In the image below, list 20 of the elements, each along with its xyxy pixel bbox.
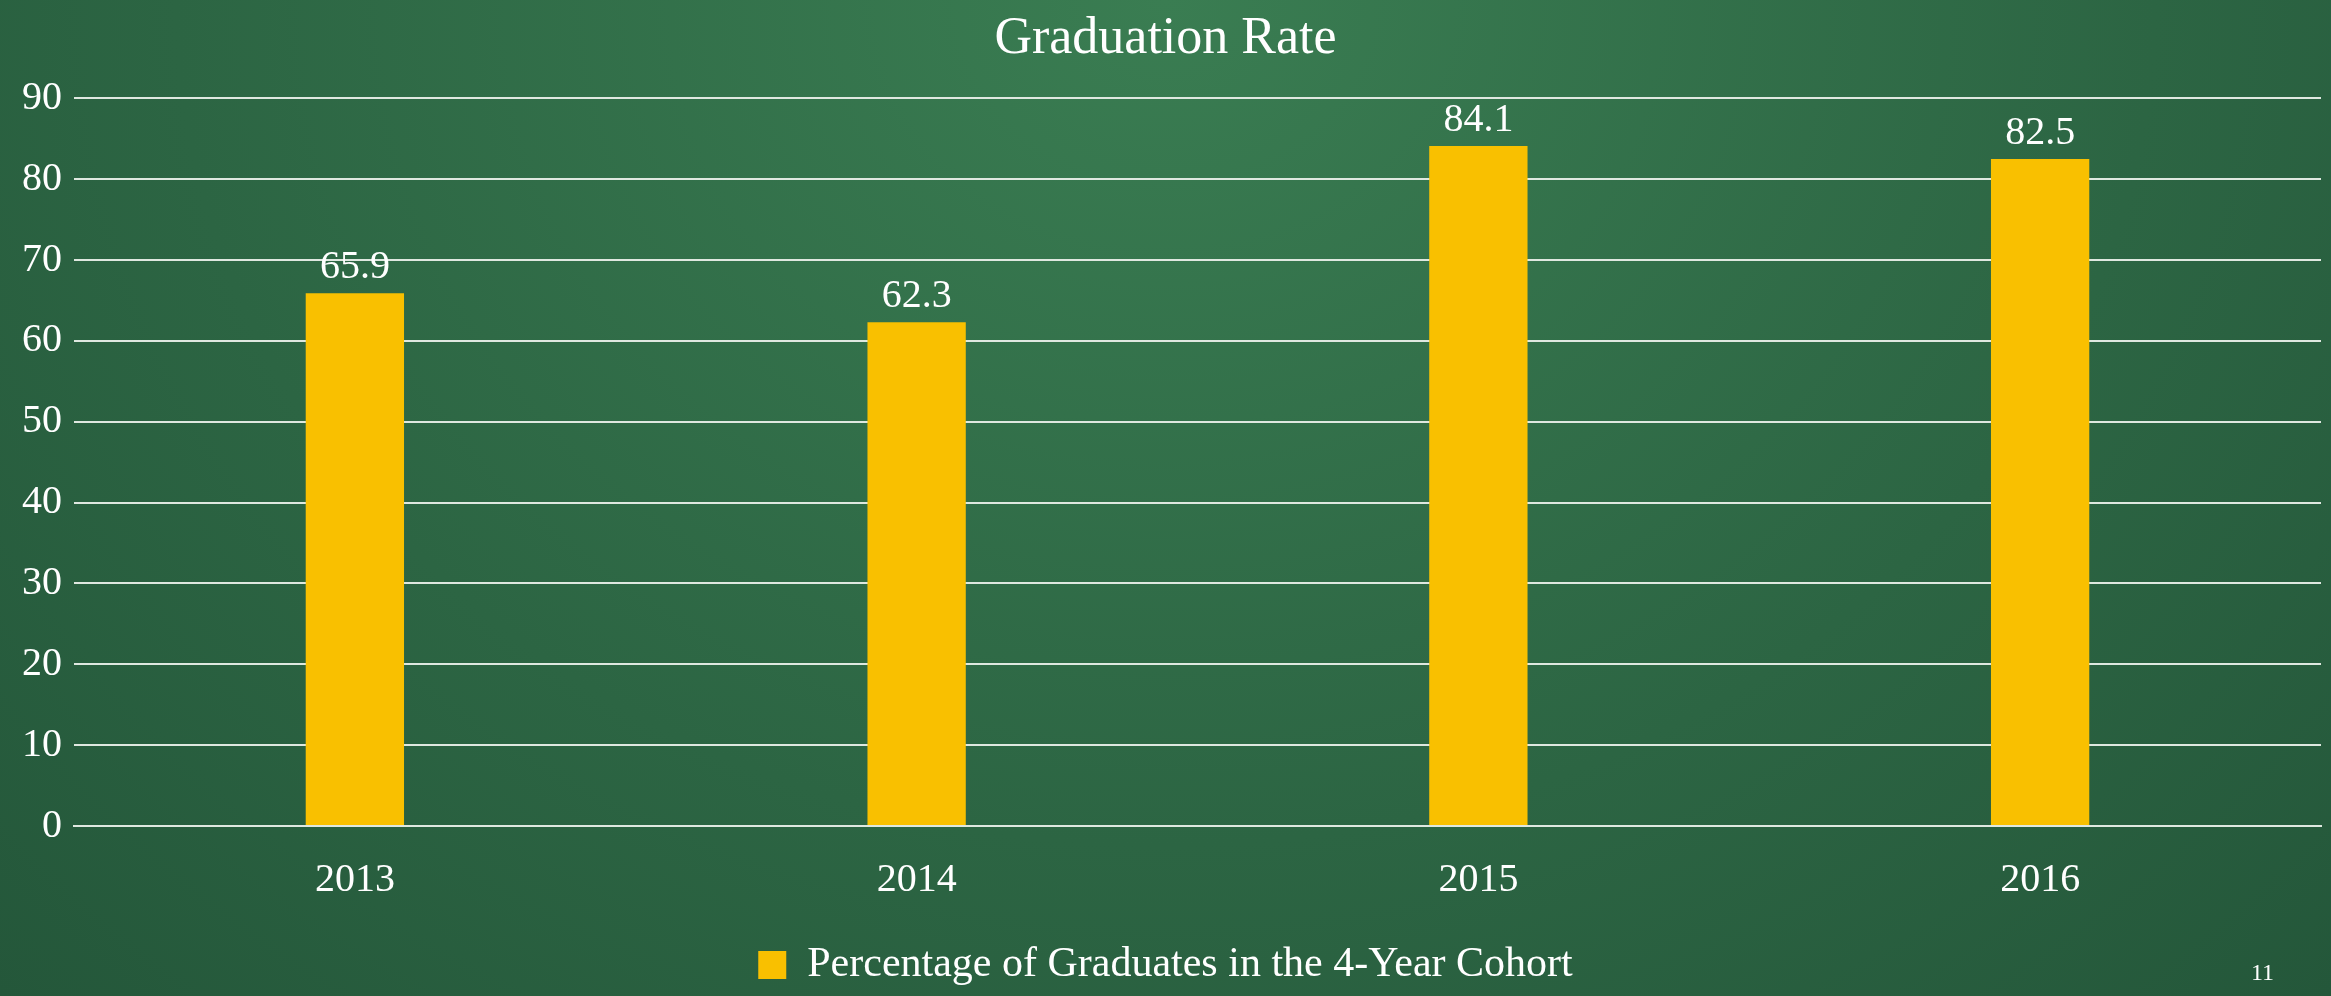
data-label: 82.5 bbox=[2005, 107, 2076, 153]
x-tick-label: 2014 bbox=[876, 854, 957, 900]
y-tick-label: 40 bbox=[22, 477, 62, 523]
y-tick-label: 70 bbox=[22, 234, 62, 280]
chart-title: Graduation Rate bbox=[994, 6, 1337, 64]
x-tick-label: 2013 bbox=[314, 854, 395, 900]
data-label: 62.3 bbox=[881, 270, 952, 316]
y-tick-label: 20 bbox=[22, 638, 62, 684]
y-tick-label: 90 bbox=[22, 72, 62, 118]
y-tick-label: 60 bbox=[22, 315, 62, 361]
y-tick-label: 50 bbox=[22, 396, 62, 442]
data-label: 84.1 bbox=[1443, 94, 1514, 140]
y-tick-label: 0 bbox=[42, 800, 62, 846]
y-tick-label: 10 bbox=[22, 719, 62, 765]
legend-label: Percentage of Graduates in the 4-Year Cohort bbox=[807, 939, 1574, 986]
y-tick-label: 30 bbox=[22, 557, 62, 603]
y-tick-label: 80 bbox=[22, 153, 62, 199]
x-tick-label: 2015 bbox=[1438, 854, 1519, 900]
text: 11 bbox=[2251, 959, 2275, 986]
x-tick-label: 2016 bbox=[2000, 854, 2081, 900]
